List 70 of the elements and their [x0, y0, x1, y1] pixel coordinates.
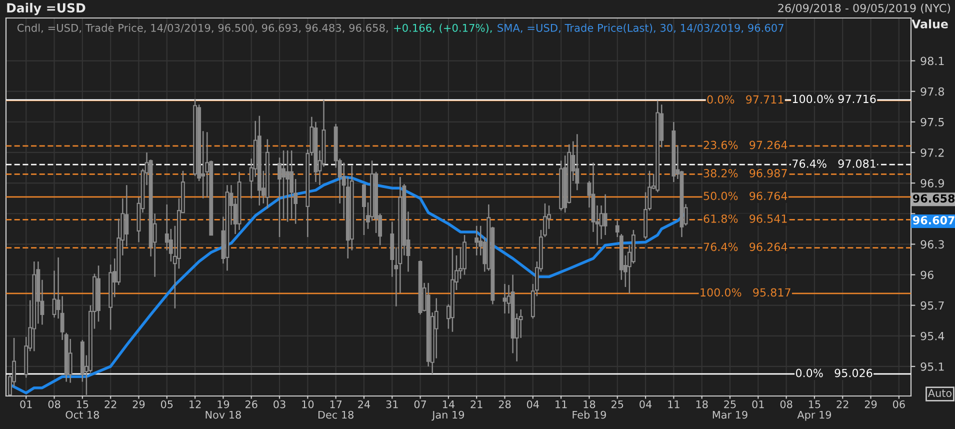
x-tick-label: 18 Feb 19: [572, 400, 606, 419]
ref-line-label: 23.6% 97.264: [704, 140, 788, 150]
candlestick: [603, 194, 608, 236]
x-tick-label: 05: [160, 400, 173, 408]
x-tick-label: 11: [668, 400, 680, 408]
candlestick: [282, 150, 286, 220]
y-tick-label: 95.4: [920, 332, 944, 340]
ref-line-label: 100.0% 97.716: [792, 94, 876, 104]
candlestick: [124, 184, 129, 247]
y-tick-label: 95.1: [920, 362, 944, 371]
text: Auto: [928, 389, 952, 398]
x-tick-label: 01: [752, 400, 764, 408]
y-tick-label: 98.1: [920, 56, 944, 66]
candlestick: [474, 225, 479, 256]
x-tick-label: 11: [556, 400, 567, 408]
x-tick-label: 21: [470, 400, 482, 408]
x-tick-label: 10: [302, 400, 314, 408]
x-tick-label: 19 Nov 18: [206, 400, 241, 419]
x-tick-label: 28: [498, 400, 511, 408]
annotation: +0.166, (+0.17%),: [394, 24, 492, 34]
x-tick-label: 31: [386, 400, 398, 408]
ref-line-label: 61.8% 96.541: [704, 214, 787, 223]
x-tick-label: 14 Jan 19: [432, 400, 464, 421]
x-tick-label: 25 Mar 19: [712, 400, 748, 419]
x-tick-label: 15 Oct 18: [66, 400, 99, 419]
y-tick-label: 96.9: [920, 179, 944, 188]
ref-line-label: 76.4% 96.264: [704, 242, 788, 252]
x-tick-label: 15 Apr 19: [797, 400, 832, 421]
text: 26/09/2018 - 09/05/2019 (NYC): [778, 4, 950, 14]
x-tick-label: 17 Dec 18: [318, 400, 354, 419]
ref-line-label: 76.4% 97.081: [792, 159, 876, 168]
x-tick-label: 25: [612, 400, 624, 408]
text: 96.607: [912, 216, 954, 224]
ref-line-label: 38.2% 96.987: [704, 169, 787, 178]
y-axis-title: Value: [912, 19, 948, 28]
y-tick-label: 97.8: [920, 87, 944, 96]
x-tick-label: 18: [696, 400, 708, 408]
x-tick-label: 07: [414, 400, 426, 408]
candlestick: [68, 338, 72, 384]
ref-line-label: 0.0% 95.026: [796, 368, 872, 378]
x-tick-label: 01: [20, 400, 32, 408]
x-tick-label: 08: [48, 400, 60, 408]
x-tick-label: 29: [132, 400, 145, 408]
x-tick-label: 22: [836, 400, 848, 408]
x-tick-label: 26: [245, 400, 258, 408]
x-tick-label: 08: [780, 400, 792, 408]
x-tick-label: 04: [526, 400, 539, 408]
y-tick-label: 95.7: [920, 301, 944, 310]
x-tick-label: 29: [864, 400, 877, 408]
candlestick: [502, 283, 507, 314]
candlestick: [575, 134, 580, 191]
x-tick-label: 24: [358, 400, 370, 408]
chart-subtitle: Cndl, =USD, Trade Price, 14/03/2019, 96.500, 96.693, 96.483, 96.658,: [17, 24, 388, 33]
ref-line-label: 0.0% 97.711: [707, 95, 784, 104]
chart-title: Daily =USD: [7, 2, 86, 16]
x-tick-label: 03: [274, 400, 286, 408]
candlestick: [362, 183, 366, 236]
y-tick-label: 97.2: [920, 148, 944, 157]
x-tick-label: 12: [190, 400, 201, 408]
text: 96.658: [912, 194, 955, 203]
y-tick-label: 97.5: [920, 118, 944, 126]
ref-line-label: 50.0% 96.764: [704, 192, 788, 200]
ref-line-label: 100.0% 95.817: [700, 288, 790, 297]
candlestick: [286, 150, 290, 222]
annotation: SMA, =USD, Trade Price(Last), 30, 14/03/2019, 96.607: [498, 24, 784, 34]
y-tick-label: 96.3: [920, 240, 944, 249]
x-tick-label: 22: [104, 400, 116, 408]
y-tick-label: 96: [920, 270, 934, 280]
x-tick-label: 04: [640, 400, 652, 408]
x-tick-label: 06: [892, 400, 905, 408]
